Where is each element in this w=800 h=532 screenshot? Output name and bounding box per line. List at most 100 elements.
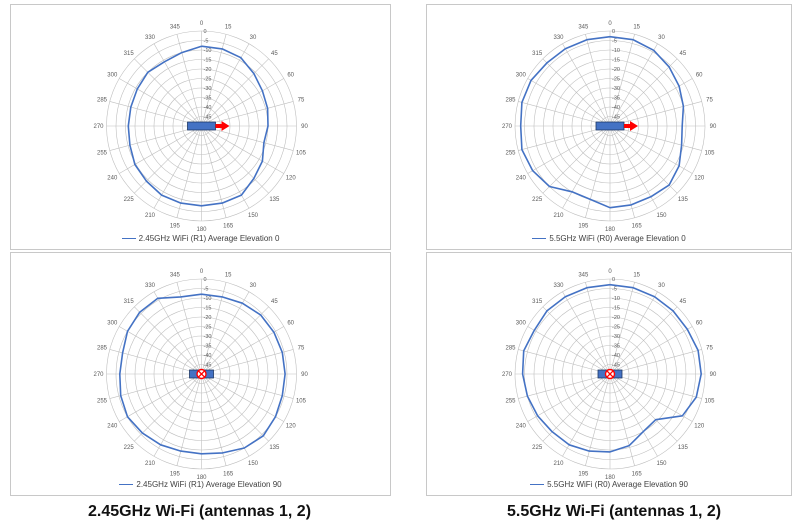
angle-tick-label: 120 <box>286 424 297 430</box>
grid-spoke <box>609 326 693 375</box>
polar-chart-5-5ghz-elevation-90: 0 15 30 45 60 75 90 105 120 135 150 165 180 195 210 225… <box>502 269 717 481</box>
angle-tick-label: 30 <box>658 283 665 289</box>
angle-tick-label: 120 <box>694 424 705 430</box>
legend-label: 2.45GHz WiFi (R1) Average Elevation 0 <box>138 234 280 243</box>
radial-tick-label: -20 <box>204 315 212 321</box>
angle-tick-label: 30 <box>250 35 257 41</box>
angle-tick-label: 210 <box>553 461 564 467</box>
grid-spoke <box>119 78 202 127</box>
grid-spoke <box>518 373 611 399</box>
angle-tick-label: 75 <box>298 345 305 351</box>
series-line <box>521 283 703 453</box>
grid-spoke <box>109 125 202 151</box>
radial-tick-label: -25 <box>204 325 212 331</box>
legend: 5.5GHz WiFi (R0) Average Elevation 90 <box>427 480 791 489</box>
angle-tick-label: 180 <box>605 475 616 481</box>
grid-spoke <box>609 373 635 466</box>
angle-tick-label: 165 <box>632 223 643 229</box>
angle-tick-label: 255 <box>506 399 517 405</box>
angle-tick-label: 315 <box>124 51 135 57</box>
angle-tick-label: 150 <box>248 213 259 219</box>
caption-right: 5.5GHz Wi-Fi (antennas 1, 2) <box>507 503 722 520</box>
legend-label: 5.5GHz WiFi (R0) Average Elevation 90 <box>547 480 688 489</box>
radial-tick-label: -35 <box>612 96 620 102</box>
series-line <box>519 35 685 209</box>
angle-tick-label: 300 <box>516 321 527 327</box>
angle-tick-label: 30 <box>250 283 257 289</box>
radial-tick-label: -20 <box>612 315 620 321</box>
angle-tick-label: 150 <box>656 213 667 219</box>
radial-tick-label: -45 <box>612 363 620 369</box>
grid-spoke <box>134 373 202 442</box>
angle-tick-label: 0 <box>200 269 204 275</box>
angle-tick-label: 285 <box>97 97 108 103</box>
angle-tick-label: 15 <box>633 273 640 279</box>
grid-spoke <box>201 78 284 127</box>
radial-tick-label: -45 <box>204 115 212 121</box>
angle-tick-label: 0 <box>200 21 204 27</box>
angle-tick-label: 240 <box>107 176 118 182</box>
grid-spoke <box>201 125 269 194</box>
angle-tick-label: 135 <box>269 197 280 203</box>
radial-tick-label: -10 <box>204 296 212 302</box>
grid-spoke <box>527 78 611 127</box>
grid-spoke <box>201 326 284 375</box>
chart-panel-bottom-left: 0 15 30 45 60 75 90 105 120 135 150 165 180 195 210 225… <box>10 252 391 496</box>
radial-tick-label: -20 <box>612 67 620 73</box>
grid-spoke <box>201 373 250 457</box>
grid-spoke <box>585 125 611 218</box>
polar-chart-2-45ghz-elevation-0: 0 15 30 45 60 75 90 105 120 135 150 165 180 195 210 225… <box>93 21 308 233</box>
grid-spoke <box>609 58 678 127</box>
angle-tick-label: 195 <box>578 471 589 477</box>
grid-spoke <box>609 373 678 442</box>
radial-tick-label: -10 <box>612 296 620 302</box>
chart-panel-top-left: 0 15 30 45 60 75 90 105 120 135 150 165 180 195 210 225… <box>10 4 391 250</box>
angle-tick-label: 210 <box>145 461 156 467</box>
grid-spoke <box>562 373 611 457</box>
grid-spoke <box>562 125 611 209</box>
grid-spoke <box>153 125 202 209</box>
angle-tick-label: 60 <box>696 321 703 327</box>
angle-tick-label: 180 <box>196 227 207 233</box>
angle-tick-label: 270 <box>502 124 513 130</box>
grid-spoke <box>518 101 611 127</box>
grid-spoke <box>201 58 269 127</box>
angle-tick-label: 255 <box>506 151 517 157</box>
angle-tick-label: 15 <box>225 273 232 279</box>
angle-tick-label: 330 <box>553 35 564 41</box>
polar-chart-2-45ghz-elevation-90: 0 15 30 45 60 75 90 105 120 135 150 165 180 195 210 225… <box>93 269 308 481</box>
angle-tick-label: 90 <box>710 372 717 378</box>
angle-tick-label: 45 <box>679 299 686 305</box>
angle-tick-label: 240 <box>516 176 527 182</box>
legend-swatch <box>532 238 547 240</box>
polar-chart-5-5ghz-elevation-0: 0 15 30 45 60 75 90 105 120 135 150 165 180 195 210 225… <box>502 21 717 233</box>
radial-tick-label: 0 <box>204 29 207 35</box>
angle-tick-label: 315 <box>532 299 543 305</box>
grid-spoke <box>609 125 693 174</box>
grid-spoke <box>542 58 611 127</box>
chart-panel-bottom-right: 0 15 30 45 60 75 90 105 120 135 150 165 180 195 210 225… <box>426 252 792 496</box>
series-line <box>119 293 286 455</box>
radial-tick-label: -5 <box>204 287 209 293</box>
angle-tick-label: 30 <box>658 35 665 41</box>
radial-tick-label: 0 <box>612 29 615 35</box>
angle-tick-label: 240 <box>107 424 118 430</box>
angle-tick-label: 90 <box>710 124 717 130</box>
chart-panel-top-right: 0 15 30 45 60 75 90 105 120 135 150 165 180 195 210 225… <box>426 4 792 250</box>
grid-spoke <box>201 373 227 466</box>
arrow-right-icon <box>624 121 638 131</box>
angle-tick-label: 285 <box>506 345 517 351</box>
radial-tick-label: -25 <box>612 77 620 83</box>
angle-tick-label: 345 <box>578 25 589 31</box>
grid-spoke <box>562 291 611 375</box>
angle-tick-label: 15 <box>225 25 232 31</box>
angle-tick-label: 225 <box>532 445 543 451</box>
antenna-block-icon <box>595 121 625 131</box>
angle-tick-label: 105 <box>704 151 715 157</box>
angle-tick-label: 135 <box>678 445 689 451</box>
radial-tick-label: -40 <box>612 353 620 359</box>
grid-spoke <box>201 125 294 151</box>
grid-spoke <box>134 58 202 127</box>
grid-spoke <box>609 43 658 127</box>
grid-spoke <box>609 282 635 375</box>
